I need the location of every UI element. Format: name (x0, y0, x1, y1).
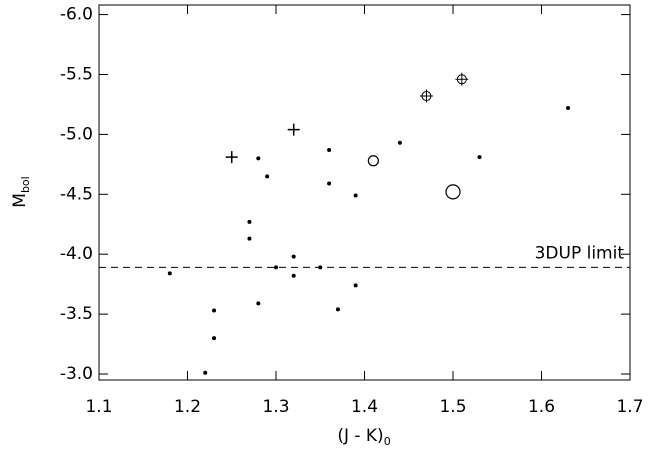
x-label-text: (J - K) (337, 426, 383, 446)
point (477, 155, 482, 160)
y-tick-label: -5.0 (60, 124, 93, 144)
point (287, 123, 300, 136)
point (256, 156, 261, 161)
x-label-subscript: 0 (384, 435, 391, 448)
x-tick-label: 1.5 (439, 397, 466, 417)
point (353, 193, 358, 198)
point (265, 174, 270, 179)
point (367, 155, 379, 167)
point (225, 151, 238, 164)
point (212, 336, 217, 341)
point (203, 370, 208, 375)
x-tick-label: 1.1 (85, 397, 112, 417)
y-tick-label: -3.0 (60, 364, 93, 384)
y-tick-label: -4.0 (60, 244, 93, 264)
point (291, 273, 296, 278)
x-tick-label: 1.6 (528, 397, 555, 417)
point (397, 140, 402, 145)
point (327, 147, 332, 152)
point (445, 184, 461, 200)
y-label-text: M (10, 193, 30, 208)
y-axis-label: Mbol (10, 176, 32, 207)
y-tick-label: -4.5 (60, 184, 93, 204)
point (247, 219, 252, 224)
point (167, 271, 172, 276)
point (327, 181, 332, 186)
point (318, 265, 323, 270)
reference-label: 3DUP limit (535, 243, 625, 263)
point (212, 308, 217, 313)
point (419, 89, 433, 103)
point (566, 106, 571, 111)
point (353, 283, 358, 288)
point (335, 307, 340, 312)
point (247, 236, 252, 241)
plot-frame (98, 4, 631, 381)
x-tick-label: 1.2 (174, 397, 201, 417)
x-tick-label: 1.4 (351, 397, 378, 417)
x-tick-label: 1.7 (616, 397, 643, 417)
x-axis-label: (J - K)0 (337, 426, 390, 448)
y-label-subscript: bol (19, 176, 32, 193)
y-tick-label: -5.5 (60, 64, 93, 84)
x-tick-label: 1.3 (262, 397, 289, 417)
y-tick-label: -3.5 (60, 304, 93, 324)
point (291, 254, 296, 259)
point (455, 72, 469, 86)
point (274, 265, 278, 270)
point (256, 301, 261, 306)
y-tick-label: -6.0 (60, 5, 93, 25)
